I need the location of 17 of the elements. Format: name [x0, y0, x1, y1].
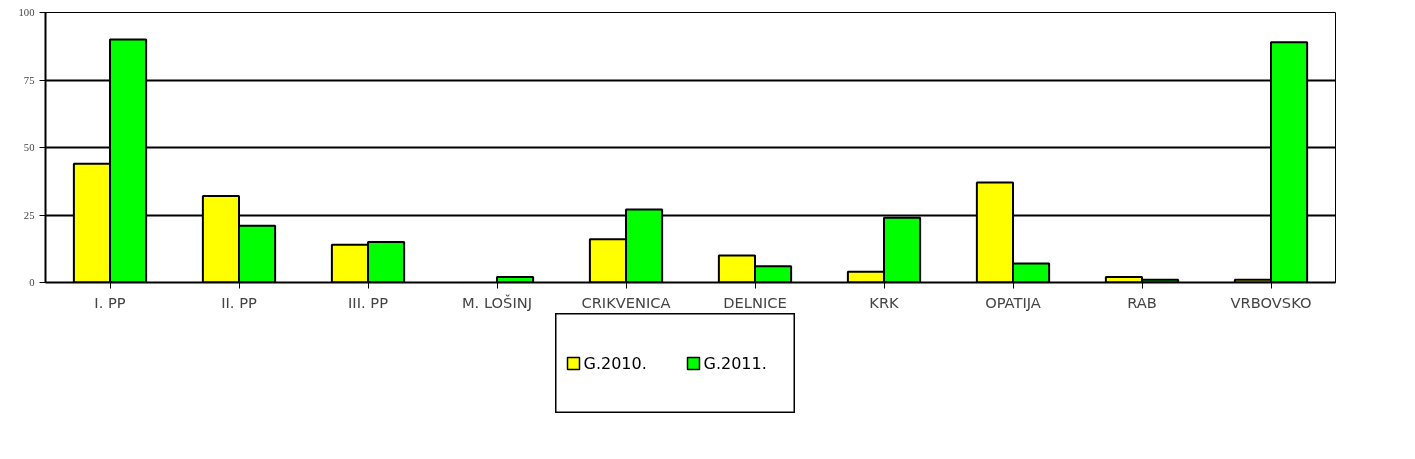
- x-tick-label: III. PP: [348, 293, 389, 311]
- y-tick-label: 100: [18, 7, 35, 18]
- x-tick-label: II. PP: [221, 293, 257, 311]
- x-tick-label: M. LOŠINJ: [461, 293, 533, 311]
- x-tick-label: I. PP: [94, 293, 126, 311]
- x-tick-label: CRIKVENICA: [581, 293, 671, 311]
- x-tick-label: RAB: [1127, 293, 1157, 311]
- legend-label: G.2010.: [583, 354, 647, 373]
- x-tick-label: KRK: [869, 293, 900, 311]
- x-tick-label: OPATIJA: [985, 293, 1041, 311]
- x-tick-label: DELNICE: [723, 293, 787, 311]
- x-tick-label: VRBOVSKO: [1230, 293, 1312, 311]
- legend-label: G.2011.: [703, 354, 767, 373]
- y-tick-label: 75: [23, 74, 35, 86]
- y-tick-label: 0: [29, 277, 35, 288]
- y-tick-label: 50: [23, 142, 35, 153]
- y-tick-label: 25: [23, 209, 35, 221]
